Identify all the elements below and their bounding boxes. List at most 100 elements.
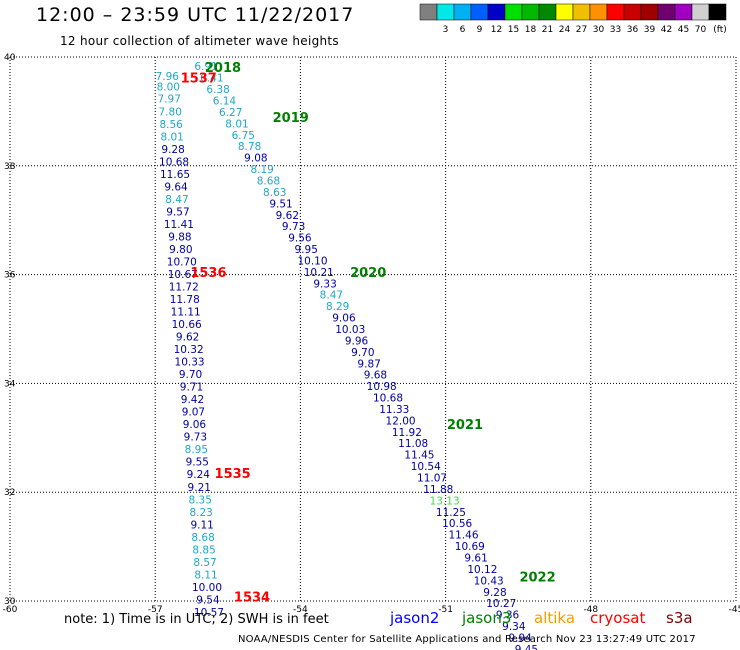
wave-height-value: 7.97: [158, 93, 181, 105]
wave-height-value: 10.67: [168, 269, 198, 281]
wave-height-value: 7.96: [156, 71, 180, 83]
pass-time-label: 2022: [519, 571, 555, 586]
colorbar-legend: 3 6 9 12 15 18 21 24 27 30 33 36 39 42 45 70 (ft): [419, 3, 727, 35]
wave-height-value: 11.07: [417, 473, 447, 485]
wave-height-value: 9.68: [364, 370, 387, 382]
colorbar-label: 12: [491, 25, 502, 35]
wave-height-value: 10.98: [367, 381, 397, 393]
credit-line: NOAA/NESDIS Center for Satellite Applica…: [238, 634, 696, 645]
wave-height-value: 10.21: [304, 267, 334, 279]
x-tick-label: -60: [3, 605, 18, 615]
wave-height-value: 9.88: [168, 232, 191, 244]
wave-height-value: 8.11: [194, 569, 217, 581]
wave-height-value: 8.01: [225, 118, 248, 130]
wave-height-value: 8.19: [250, 164, 273, 176]
wave-height-value: 11.88: [423, 484, 453, 496]
wave-height-value: 11.78: [170, 294, 200, 306]
wave-height-value: 6.27: [219, 107, 242, 119]
wave-height-value: 9.70: [179, 369, 202, 381]
wave-height-value: 10.70: [167, 257, 197, 269]
x-tick-label: -45: [729, 605, 740, 615]
colorbar-label: 30: [593, 25, 605, 35]
wave-height-value: 8.85: [192, 544, 215, 556]
y-tick-label: 30: [4, 597, 16, 607]
wave-height-value: 13.13: [430, 495, 460, 507]
wave-height-value: 10.69: [455, 541, 485, 553]
colorbar-label: 9: [477, 25, 483, 35]
wave-height-value: 9.70: [351, 347, 374, 359]
satellite-jason3: jason3: [462, 609, 512, 627]
wave-height-value: 8.47: [320, 290, 343, 302]
wave-height-value: 10.03: [335, 324, 365, 336]
wave-height-value: 10.56: [442, 518, 472, 530]
x-tick-label: -48: [583, 605, 598, 615]
pass-time-label: 2019: [273, 111, 309, 126]
wave-height-value: 8.63: [263, 187, 286, 199]
satellite-cryosat: cryosat: [590, 609, 646, 627]
wave-height-value: 10.00: [192, 582, 222, 594]
wave-height-value: 9.34: [502, 621, 526, 633]
wave-height-value: 8.00: [157, 81, 180, 93]
wave-height-value: 9.62: [276, 210, 299, 222]
wave-height-value: 7.80: [159, 106, 182, 118]
wave-height-value: 11.11: [171, 307, 201, 319]
wave-height-value: 6.41: [200, 73, 223, 85]
wave-height-value: 10.10: [297, 255, 327, 267]
footer-note: note: 1) Time is in UTC; 2) SWH is in fe…: [64, 612, 329, 627]
wave-height-value: 9.57: [166, 206, 189, 218]
pass-time-label: 1534: [234, 591, 270, 606]
y-tick-label: 40: [4, 53, 16, 63]
colorbar-label: 24: [559, 25, 571, 35]
wave-height-value: 9.11: [190, 519, 213, 531]
colorbar-label: 3: [443, 25, 449, 35]
wave-height-value: 10.66: [172, 319, 202, 331]
wave-height-value: 9.71: [180, 382, 203, 394]
colorbar-label: 36: [627, 25, 639, 35]
wave-height-value: 8.01: [160, 131, 183, 143]
wave-height-value: 9.95: [295, 244, 318, 256]
x-tick-label: -57: [148, 605, 163, 615]
satellite-altika: altika: [534, 609, 576, 627]
satellite-s3a: s3a: [666, 609, 693, 627]
wave-height-value: 9.54: [196, 594, 220, 606]
wave-height-value: 10.33: [175, 357, 205, 369]
x-tick-label: -51: [438, 605, 453, 615]
wave-height-value: 11.33: [379, 404, 409, 416]
pass-time-label: 2020: [350, 266, 386, 281]
wave-height-value: 10.68: [373, 393, 403, 405]
wave-height-value: 8.29: [326, 301, 349, 313]
pass-time-label: 1535: [215, 467, 251, 482]
wave-height-value: 9.94: [508, 632, 532, 644]
colorbar-label: 15: [508, 25, 519, 35]
colorbar-swatch: [708, 3, 727, 21]
wave-height-value: 6.14: [213, 96, 237, 108]
y-tick-label: 38: [4, 162, 16, 172]
wave-height-value: 6.38: [206, 84, 229, 96]
wave-height-value: 9.06: [332, 313, 356, 325]
wave-height-value: 8.68: [191, 532, 214, 544]
wave-height-value: 12.00: [386, 415, 416, 427]
wave-height-value: 9.08: [244, 153, 267, 165]
chart-subtitle: 12 hour collection of altimeter wave hei…: [60, 34, 339, 48]
wave-height-value: 11.25: [436, 507, 466, 519]
wave-height-value: 10.54: [411, 461, 441, 473]
wave-height-value: 9.55: [186, 457, 209, 469]
y-tick-label: 32: [4, 488, 15, 498]
wave-height-value: 9.28: [161, 144, 184, 156]
colorbar-label: 6: [460, 25, 466, 35]
wave-height-value: 11.45: [404, 450, 434, 462]
wave-height-value: 6.91: [194, 61, 217, 73]
wave-height-value: 9.28: [483, 587, 506, 599]
wave-height-value: 9.51: [269, 198, 292, 210]
colorbar-label: 39: [644, 25, 656, 35]
wave-height-value: 9.80: [169, 244, 192, 256]
colorbar-label: 21: [542, 25, 553, 35]
wave-height-value: 10.68: [159, 156, 189, 168]
wave-height-value: 11.41: [164, 219, 194, 231]
colorbar-label: 45: [678, 25, 689, 35]
wave-height-value: 8.57: [193, 557, 216, 569]
pass-time-label: 1537: [181, 72, 217, 87]
chart-title: 12:00 – 23:59 UTC 11/22/2017: [36, 4, 355, 26]
wave-height-value: 8.35: [189, 494, 212, 506]
wave-height-value: 10.43: [474, 575, 504, 587]
